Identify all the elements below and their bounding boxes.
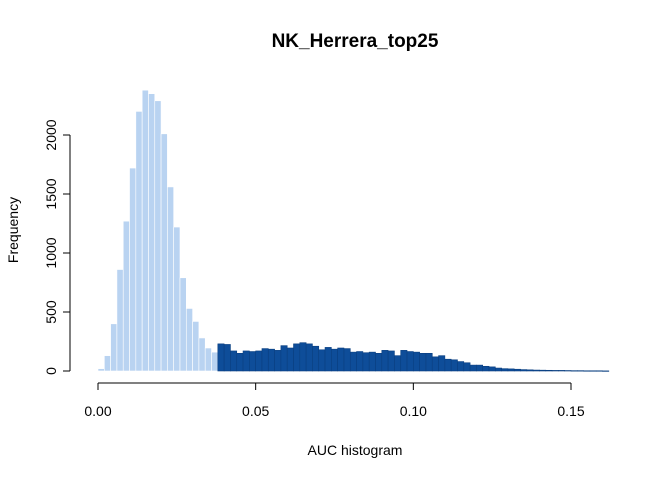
histogram-bar [148, 93, 156, 372]
histogram-bar [97, 368, 105, 372]
y-axis: 0 500 1000 1500 2000 [43, 119, 71, 375]
histogram-bar [337, 347, 345, 372]
y-tick-label: 1000 [43, 237, 59, 268]
histogram-bar [595, 370, 603, 372]
histogram-bar [583, 370, 591, 372]
histogram-bar [570, 370, 578, 372]
histogram-bar [286, 347, 294, 372]
histogram-bar [173, 226, 181, 372]
x-tick-label: 0.05 [242, 403, 269, 419]
histogram-bar [520, 369, 528, 372]
histogram-bar [539, 369, 547, 372]
histogram-bar [532, 369, 540, 372]
chart-title: NK_Herrera_top25 [272, 31, 439, 52]
histogram-bar [507, 368, 515, 372]
histogram-bar [160, 133, 168, 372]
x-tick-label: 0.10 [400, 403, 427, 419]
histogram-bar [324, 347, 332, 372]
histogram-bar [280, 345, 288, 372]
histogram-bar [476, 364, 484, 372]
histogram-bar [110, 323, 118, 372]
histogram-bar [274, 350, 282, 372]
histogram-bar [185, 308, 193, 372]
y-tick-label: 1500 [43, 178, 59, 209]
histogram-bar [349, 351, 357, 372]
x-axis: 0.00 0.05 0.10 0.15 [84, 382, 585, 419]
histogram-bar [293, 343, 301, 372]
histogram-bar [343, 348, 351, 372]
histogram-bar [198, 337, 206, 372]
histogram-bar [444, 358, 452, 372]
histogram-bar [406, 351, 414, 372]
histogram-bar [154, 100, 162, 372]
histogram-bar [179, 277, 187, 372]
histogram-bar [438, 355, 446, 372]
histogram-bar [104, 355, 111, 372]
histogram-bar [122, 220, 130, 372]
histogram-bar [305, 343, 313, 372]
x-tick-label: 0.15 [557, 403, 584, 419]
histogram-bar [242, 350, 250, 372]
histogram-bar [299, 342, 307, 372]
histogram-bar [204, 347, 212, 372]
histogram-bar [312, 345, 320, 372]
histogram-bar [558, 370, 566, 372]
y-axis-label: Frequency [5, 197, 21, 263]
histogram-bar [331, 348, 338, 372]
histogram-bar [482, 365, 490, 372]
histogram-bar [419, 352, 427, 372]
histogram-bar [513, 368, 521, 372]
histogram-bar [469, 364, 477, 372]
histogram-bar [141, 89, 149, 372]
histogram-bar [495, 367, 502, 372]
histogram-bar [564, 370, 572, 372]
histogram-bar [501, 368, 509, 372]
histogram-bar [261, 348, 269, 372]
histogram-bar [135, 111, 143, 372]
y-tick-label: 2000 [43, 119, 59, 150]
histogram-bar [356, 351, 364, 372]
histogram-bar [425, 352, 433, 372]
histogram-bars [97, 89, 610, 372]
histogram-bar [318, 349, 326, 372]
histogram-bar [381, 350, 389, 372]
histogram-bar [545, 369, 553, 372]
histogram-bar [362, 352, 370, 372]
histogram-bar [526, 369, 534, 372]
histogram-bar [192, 321, 200, 372]
histogram-bar [387, 350, 395, 372]
histogram-bar [255, 350, 263, 372]
histogram-bar [129, 167, 137, 372]
histogram-bar [167, 186, 174, 372]
histogram-bar [431, 356, 439, 372]
histogram-bar [394, 355, 402, 372]
histogram-bar [577, 370, 584, 372]
histogram-bar [589, 370, 597, 372]
histogram-bar [249, 351, 256, 372]
histogram-bar [488, 366, 496, 372]
histogram-bar [236, 352, 244, 372]
y-tick-label: 0 [43, 367, 59, 375]
histogram-bar [267, 348, 275, 372]
histogram-bar [230, 350, 238, 372]
x-tick-label: 0.00 [84, 403, 111, 419]
histogram-bar [413, 351, 420, 372]
x-axis-label: AUC histogram [308, 442, 403, 458]
histogram-bar [457, 361, 465, 372]
histogram-bar [463, 362, 471, 372]
histogram-bar [116, 269, 124, 372]
histogram-bar [375, 352, 383, 372]
histogram-bar [602, 370, 610, 372]
histogram-bar [211, 351, 219, 372]
y-tick-label: 500 [43, 300, 59, 324]
histogram-bar [400, 350, 408, 372]
histogram-bar [368, 351, 376, 372]
histogram-bar [450, 359, 458, 372]
histogram-bar [223, 344, 231, 372]
histogram-bar [551, 370, 559, 372]
histogram-bar [217, 343, 225, 372]
